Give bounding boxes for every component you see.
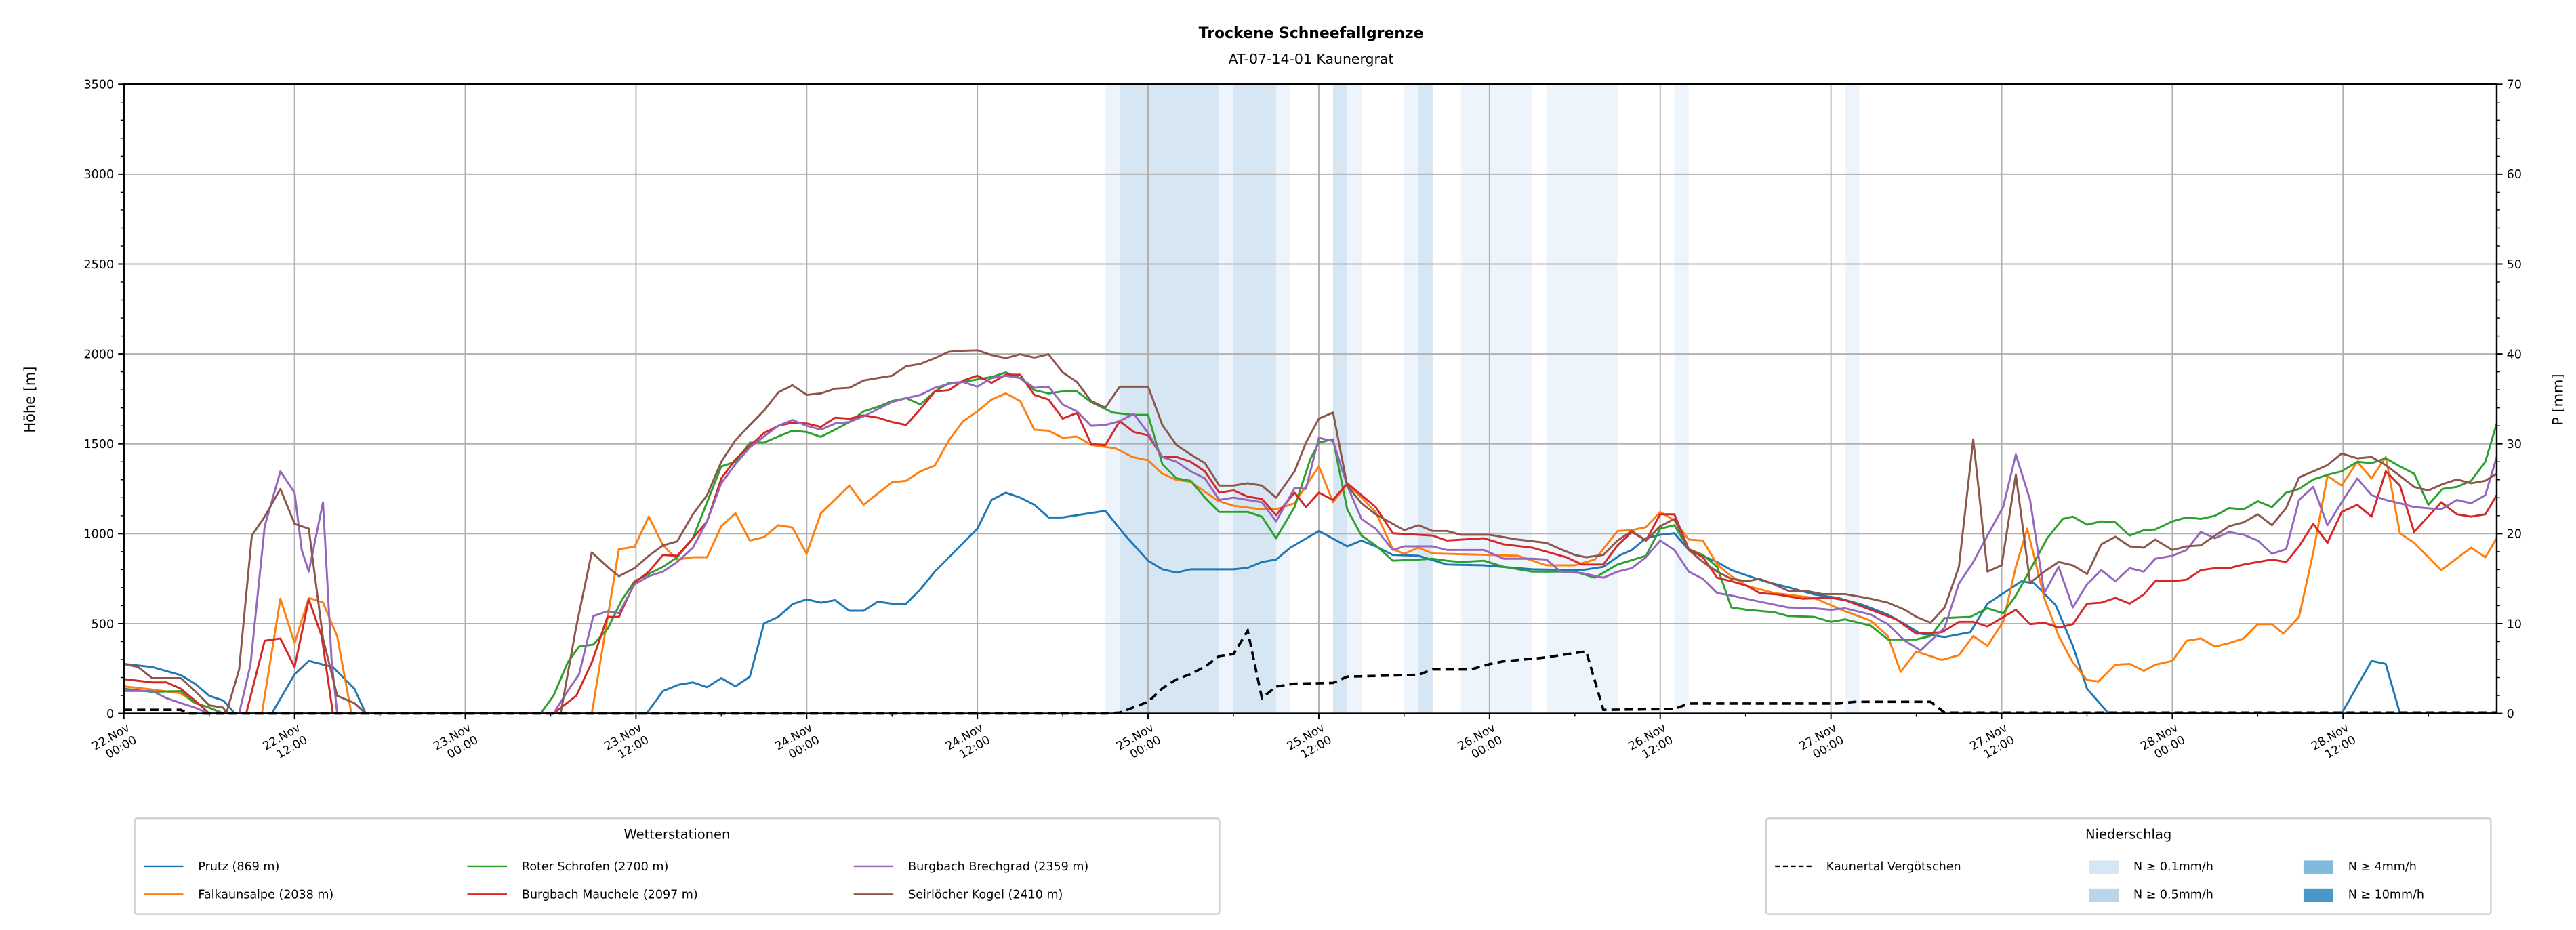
legend-item-precip-class: N ≥ 0.1mm/h — [2089, 859, 2213, 874]
precip-band — [1674, 84, 1689, 714]
x-tick-label: 22.Nov00:00 — [90, 721, 140, 765]
precip-band — [1219, 84, 1234, 714]
line-swatch — [467, 893, 508, 895]
x-tick-label: 28.Nov12:00 — [2309, 721, 2358, 765]
y-tick-label: 2500 — [83, 258, 114, 272]
series-line-4 — [123, 373, 2498, 715]
dashed-line-swatch — [1775, 865, 1812, 868]
x-tick-label: 26.Nov12:00 — [1627, 721, 1676, 765]
y2-tick-label: 0 — [2507, 708, 2514, 721]
x-tick-label: 26.Nov00:00 — [1456, 721, 1505, 765]
precip-band — [1233, 84, 1276, 714]
legend-item-station: Seirlöcher Kogel (2410 m) — [853, 887, 1063, 902]
precip-band — [1120, 84, 1220, 714]
legend-label: Prutz (869 m) — [198, 858, 280, 874]
chart-subtitle: AT-07-14-01 Kaunergrat — [1229, 51, 1394, 67]
y-tick-label: 3500 — [83, 79, 114, 92]
legend-stations: Wetterstationen Prutz (869 m) Falkaunsalp… — [134, 817, 1221, 915]
x-tick-label: 28.Nov00:00 — [2138, 721, 2188, 765]
y-tick-label: 3000 — [83, 168, 114, 182]
y2-tick-label: 60 — [2507, 168, 2522, 182]
legend-item-station: Burgbach Mauchele (2097 m) — [467, 887, 698, 902]
patch-swatch — [2303, 860, 2333, 873]
legend-item-kaunertal: Kaunertal Vergötschen — [1775, 859, 1961, 874]
y-tick-label: 500 — [91, 618, 114, 631]
series-line-1 — [123, 491, 2497, 715]
legend-item-station: Falkaunsalpe (2038 m) — [143, 887, 334, 902]
legend-label: Burgbach Mauchele (2097 m) — [521, 887, 698, 902]
x-tick-label: 23.Nov12:00 — [602, 721, 651, 765]
precip-line-kaunertal — [123, 627, 2497, 715]
legend-label: Falkaunsalpe (2038 m) — [198, 887, 334, 902]
x-tick-label: 24.Nov00:00 — [773, 721, 822, 765]
precip-band — [1546, 84, 1618, 714]
plot-frame — [123, 83, 2498, 714]
y2-tick-label: 30 — [2507, 438, 2522, 451]
series-line-2 — [123, 392, 2498, 715]
legend-precip-title: Niederschlag — [2085, 827, 2172, 843]
legend-item-precip-class: N ≥ 0.5mm/h — [2089, 887, 2213, 902]
legend-item-precip-class: N ≥ 4mm/h — [2303, 858, 2417, 874]
x-tick-label: 22.Nov12:00 — [261, 721, 310, 765]
legend-label: N ≥ 0.1mm/h — [2133, 858, 2213, 874]
precip-band — [1332, 84, 1347, 714]
y2-axis-label: P [mm] — [2550, 373, 2566, 425]
legend-label: Seirlöcher Kogel (2410 m) — [908, 887, 1063, 902]
legend-stations-title: Wetterstationen — [623, 827, 731, 843]
y-axis-label: Höhe [m] — [22, 367, 38, 433]
y2-tick-label: 20 — [2507, 528, 2522, 542]
precip-band — [1845, 84, 1860, 714]
series-lines — [123, 349, 2498, 715]
y-tick-label: 0 — [106, 708, 114, 721]
legend-item-station: Roter Schrofen (2700 m) — [467, 858, 669, 874]
legend-label: Burgbach Brechgrad (2359 m) — [908, 858, 1089, 874]
precip-band — [1347, 84, 1362, 714]
line-swatch — [467, 865, 508, 868]
legend-precip: Niederschlag Kaunertal Vergötschen N ≥ 0… — [1765, 817, 2492, 915]
legend-item-station: Prutz (869 m) — [143, 858, 280, 874]
patch-swatch — [2089, 887, 2119, 902]
x-tick-label: 24.Nov12:00 — [943, 721, 993, 765]
y2-tick-label: 40 — [2507, 348, 2522, 361]
legend-label: N ≥ 10mm/h — [2348, 887, 2425, 902]
line-swatch — [853, 893, 894, 895]
precip-band — [1404, 84, 1418, 714]
precip-band — [1418, 84, 1433, 714]
x-tick-label: 23.Nov00:00 — [431, 721, 481, 765]
x-tick-label: 27.Nov00:00 — [1797, 721, 1847, 765]
series-line-3 — [123, 371, 2498, 715]
grid-lines — [123, 83, 2497, 714]
y-tick-label: 1000 — [83, 528, 114, 542]
legend-label: Kaunertal Vergötschen — [1826, 858, 1961, 874]
legend-item-station: Burgbach Brechgrad (2359 m) — [853, 858, 1089, 874]
chart-title: Trockene Schneefallgrenze — [1199, 25, 1424, 42]
precip-bands — [1105, 84, 1860, 714]
x-tick-label: 25.Nov12:00 — [1285, 721, 1334, 765]
x-tick-label: 27.Nov12:00 — [1967, 721, 2017, 765]
precip-band — [1460, 84, 1532, 714]
y2-tick-label: 70 — [2507, 79, 2522, 92]
axes: 0 500 1000 1500 2000 2500 3000 3500 0 10 20 30 40 50 6… — [83, 79, 2522, 765]
y2-tick-label: 50 — [2507, 258, 2522, 272]
y2-tick-label: 10 — [2507, 618, 2522, 631]
line-swatch — [853, 865, 894, 868]
patch-swatch — [2089, 860, 2119, 873]
series-line-6 — [123, 349, 2497, 715]
y-tick-label: 1500 — [83, 438, 114, 451]
line-swatch — [143, 865, 184, 868]
legend-item-precip-class: N ≥ 10mm/h — [2303, 887, 2425, 902]
y-tick-label: 2000 — [83, 348, 114, 361]
legend-label: N ≥ 0.5mm/h — [2133, 887, 2213, 902]
legend-label: Roter Schrofen (2700 m) — [521, 858, 669, 874]
line-swatch — [143, 893, 184, 895]
series-line-5 — [123, 374, 2498, 715]
x-tick-label: 25.Nov00:00 — [1114, 721, 1164, 765]
precip-band — [1275, 84, 1290, 714]
patch-swatch — [2303, 887, 2333, 902]
legend-label: N ≥ 4mm/h — [2348, 858, 2417, 874]
